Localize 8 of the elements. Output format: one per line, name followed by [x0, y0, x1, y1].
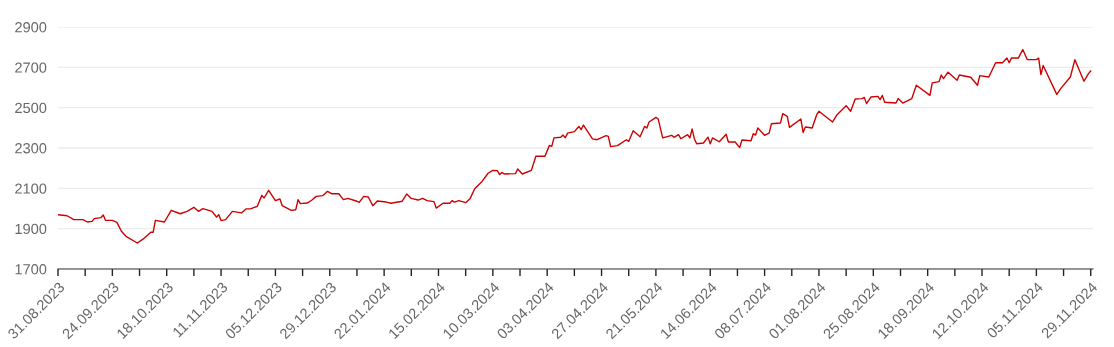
- y-tick-label: 2100: [15, 183, 47, 194]
- y-tick-label: 2500: [15, 102, 47, 114]
- y-tick-label: 1700: [15, 264, 47, 275]
- y-tick-label: 2300: [15, 143, 47, 154]
- y-tick-label: 2900: [15, 22, 47, 33]
- line-series: [58, 48, 1092, 244]
- y-tick-label: 2700: [15, 62, 47, 73]
- y-tick-label: 1900: [15, 223, 47, 235]
